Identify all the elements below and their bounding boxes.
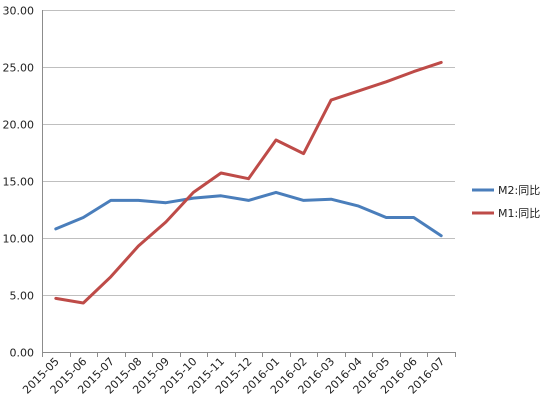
y-tick-label: 5.00 [10, 290, 35, 303]
y-tick-label: 15.00 [3, 176, 35, 189]
y-tick-label: 20.00 [3, 119, 35, 132]
legend-label: M2:同比 [498, 184, 540, 197]
series-line-2 [54, 60, 443, 305]
y-tick-label: 25.00 [3, 62, 35, 75]
legend: M2:同比 M1:同比 [472, 184, 540, 220]
y-tick-label: 10.00 [3, 233, 35, 246]
axes [42, 10, 456, 357]
legend-label: M1:同比 [498, 207, 540, 220]
x-axis-tick-labels: 2015-052015-062015-072015-082015-092015-… [20, 355, 447, 397]
gridlines [42, 10, 455, 296]
y-axis-tick-labels: 0.00 5.00 10.00 15.00 20.00 25.00 30.00 [3, 5, 35, 360]
series-lines [54, 60, 443, 305]
series-line-1 [54, 190, 443, 238]
y-tick-label: 0.00 [10, 347, 35, 360]
y-tick-label: 30.00 [3, 5, 35, 18]
